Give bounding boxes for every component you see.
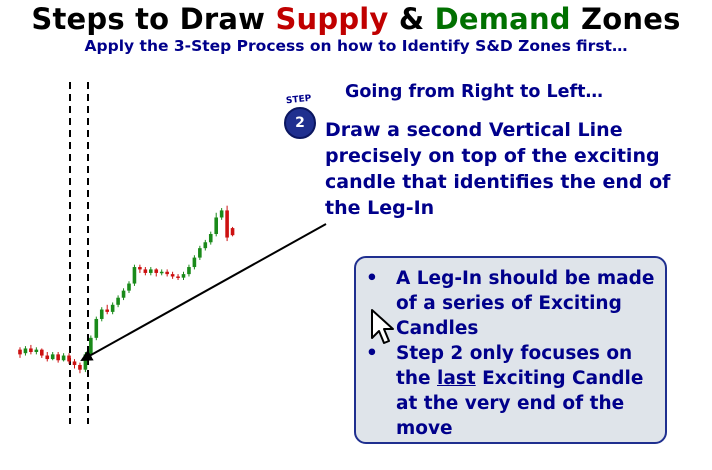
bear-candle [170, 274, 175, 277]
bull-candle [187, 267, 191, 275]
bear-candle [225, 210, 229, 238]
title-part2: & [388, 2, 435, 36]
bull-candle [50, 354, 55, 360]
bull-candle [23, 348, 28, 354]
title-part1: Steps to Draw [31, 2, 276, 36]
bear-candle [78, 364, 82, 370]
bear-candle [154, 269, 159, 273]
bull-candle [208, 234, 213, 243]
bullet-icon: • [366, 343, 378, 364]
bull-candle [159, 271, 164, 274]
info-item-2-pre: Step 2 only focuses on the [396, 343, 633, 389]
bear-candle [176, 276, 180, 278]
bull-candle [116, 297, 120, 305]
bull-candle [149, 269, 153, 273]
bull-candle [83, 354, 88, 370]
title-demand: Demand [434, 2, 571, 36]
bear-candle [67, 355, 71, 362]
bear-candle [56, 354, 60, 361]
bear-candle [72, 361, 77, 365]
bear-candle [29, 348, 33, 352]
mouse-pointer-icon [371, 309, 394, 344]
bull-candle [61, 355, 66, 361]
bull-candle [94, 318, 99, 338]
info-item-2: • Step 2 only focuses on the last Excitin… [366, 341, 656, 441]
bull-candle [198, 248, 202, 258]
pointer-arrow [80, 223, 327, 361]
page-title: Steps to Draw Supply & Demand Zones [0, 2, 712, 36]
bullet-icon: • [366, 268, 378, 289]
subtitle: Apply the 3-Step Process on how to Ident… [84, 37, 628, 55]
title-supply: Supply [275, 2, 389, 36]
bear-candle [138, 267, 142, 270]
title-part3: Zones [570, 2, 681, 36]
bear-candle [143, 269, 148, 273]
bull-candle [132, 267, 137, 284]
step-number-icon: 2 [284, 107, 316, 139]
bear-candle [105, 309, 109, 312]
info-item-2-post: Exciting Candle at the very end of the m… [396, 368, 644, 439]
info-item-2-emphasis: last [437, 368, 476, 389]
step-badge: STEP 2 [282, 93, 322, 139]
bull-candle [192, 257, 197, 268]
bull-candle [121, 290, 126, 298]
bull-candle [181, 274, 186, 278]
info-box: • A Leg-In should be made of a series of … [354, 256, 667, 444]
bear-candle [165, 271, 169, 275]
bear-candle [230, 228, 235, 236]
step-instruction: Draw a second Vertical Line precisely on… [325, 119, 671, 219]
bull-candle [89, 337, 93, 355]
direction-text: Going from Right to Left… [345, 82, 603, 102]
bear-candle [40, 349, 44, 356]
bear-candle [18, 349, 22, 355]
bull-candle [110, 304, 115, 312]
bull-candle [203, 242, 208, 249]
bear-candle [45, 355, 50, 360]
bull-candle [214, 217, 218, 234]
bull-candle [219, 210, 224, 218]
candles-group [18, 205, 235, 374]
info-item-1: • A Leg-In should be made of a series of … [366, 266, 656, 341]
info-item-1-text: A Leg-In should be made of a series of E… [396, 268, 655, 339]
step-word: STEP [285, 93, 312, 107]
bull-candle [127, 283, 131, 291]
bull-candle [99, 309, 104, 319]
bull-candle [34, 349, 39, 352]
